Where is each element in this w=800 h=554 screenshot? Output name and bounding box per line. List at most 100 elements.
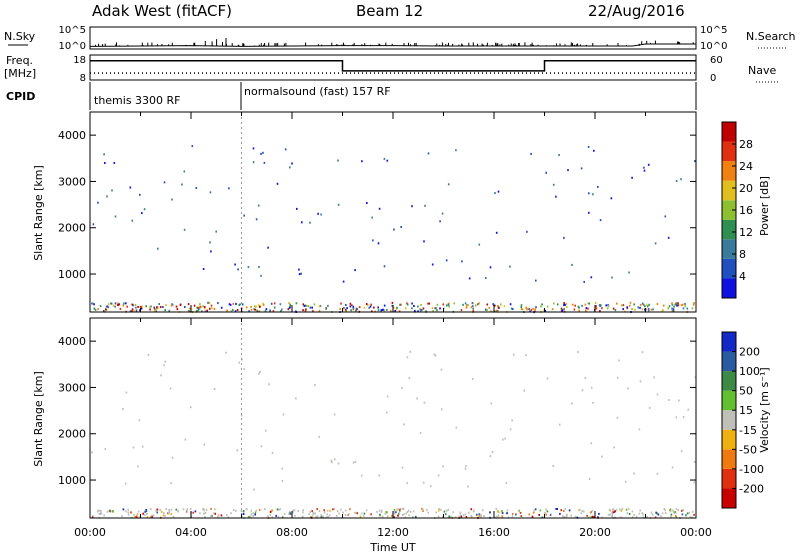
data-cell	[135, 306, 137, 309]
data-cell	[284, 148, 287, 151]
data-cell	[629, 304, 631, 307]
data-cell	[121, 515, 123, 518]
data-cell	[163, 364, 165, 367]
data-cell	[527, 307, 529, 310]
data-cell	[525, 354, 527, 357]
data-cell	[480, 514, 482, 517]
data-cell	[183, 228, 186, 231]
data-cell	[613, 511, 615, 513]
data-cell	[454, 516, 457, 519]
data-cell	[466, 304, 468, 307]
y-tick-label: 2000	[58, 428, 86, 441]
data-cell	[641, 308, 644, 311]
data-cell	[203, 509, 205, 512]
data-cell	[511, 419, 513, 422]
data-cell	[252, 515, 254, 517]
data-cell	[671, 466, 674, 469]
data-cell	[263, 161, 266, 164]
data-cell	[356, 512, 359, 515]
data-cell	[641, 351, 644, 354]
data-cell	[423, 401, 426, 404]
data-cell	[292, 509, 294, 512]
colorbar-segment	[722, 122, 736, 142]
data-cell	[511, 515, 514, 518]
data-cell	[455, 149, 457, 152]
data-cell	[337, 159, 339, 162]
data-cell	[677, 304, 680, 307]
data-cell	[304, 310, 307, 312]
data-cell	[668, 305, 671, 308]
x-tick-label: 08:00	[276, 526, 308, 539]
data-cell	[170, 304, 173, 307]
data-cell	[581, 304, 583, 307]
colorbar-segment	[722, 239, 736, 259]
data-cell	[670, 515, 672, 518]
data-cell	[535, 306, 537, 309]
data-cell	[626, 306, 628, 309]
data-cell	[624, 480, 627, 483]
data-cell	[411, 307, 413, 310]
data-cell	[119, 307, 122, 310]
data-cell	[546, 510, 549, 513]
data-cell	[202, 268, 205, 270]
data-cell	[254, 511, 257, 514]
data-cell	[562, 510, 565, 512]
data-cell	[470, 514, 472, 517]
data-cell	[226, 309, 228, 312]
data-cell	[654, 516, 657, 519]
cpid-label: CPID	[6, 90, 35, 103]
data-cell	[171, 303, 174, 306]
data-cell	[438, 509, 440, 512]
data-cell	[317, 212, 319, 215]
data-cell	[616, 376, 619, 379]
data-cell	[480, 513, 482, 516]
data-cell	[271, 516, 274, 519]
data-cell	[276, 182, 279, 185]
data-cell	[551, 308, 554, 311]
data-cell	[118, 303, 120, 306]
data-cell	[486, 309, 488, 312]
data-cell	[181, 183, 183, 186]
data-cell	[399, 509, 401, 512]
data-cell	[309, 516, 312, 519]
data-cell	[98, 509, 101, 512]
data-cell	[534, 308, 536, 311]
data-cell	[504, 437, 506, 440]
data-cell	[250, 308, 253, 311]
data-cell	[279, 303, 282, 306]
data-cell	[673, 510, 675, 513]
data-cell	[309, 221, 311, 224]
data-cell	[587, 307, 589, 310]
data-cell	[497, 510, 499, 513]
data-cell	[444, 513, 447, 516]
data-cell	[661, 309, 664, 312]
data-cell	[276, 508, 279, 511]
y-tick-label: 1000	[58, 268, 86, 281]
data-cell	[592, 193, 594, 196]
data-cell	[562, 515, 564, 518]
data-cell	[316, 515, 318, 518]
data-cell	[157, 247, 159, 250]
data-cell	[242, 510, 245, 513]
nsearch-tick-low: 10^0	[700, 41, 727, 52]
data-cell	[191, 145, 194, 148]
data-cell	[674, 511, 676, 513]
data-cell	[445, 259, 448, 262]
power-colorbar-label: Power [dB]	[758, 176, 771, 236]
data-cell	[184, 306, 186, 308]
data-cell	[628, 513, 631, 515]
data-cell	[644, 308, 646, 311]
data-cell	[448, 515, 450, 518]
data-cell	[409, 510, 412, 513]
data-cell	[588, 211, 590, 214]
data-cell	[526, 308, 528, 311]
data-cell	[243, 513, 246, 516]
data-cell	[653, 376, 655, 379]
velocity-colorbar-label: Velocity [m s⁻¹]	[758, 367, 771, 452]
data-cell	[140, 306, 142, 308]
data-cell	[386, 308, 388, 311]
data-cell	[642, 303, 645, 306]
data-cell	[601, 307, 603, 310]
data-cell	[327, 304, 329, 307]
nave-tick-high: 60	[710, 55, 723, 66]
